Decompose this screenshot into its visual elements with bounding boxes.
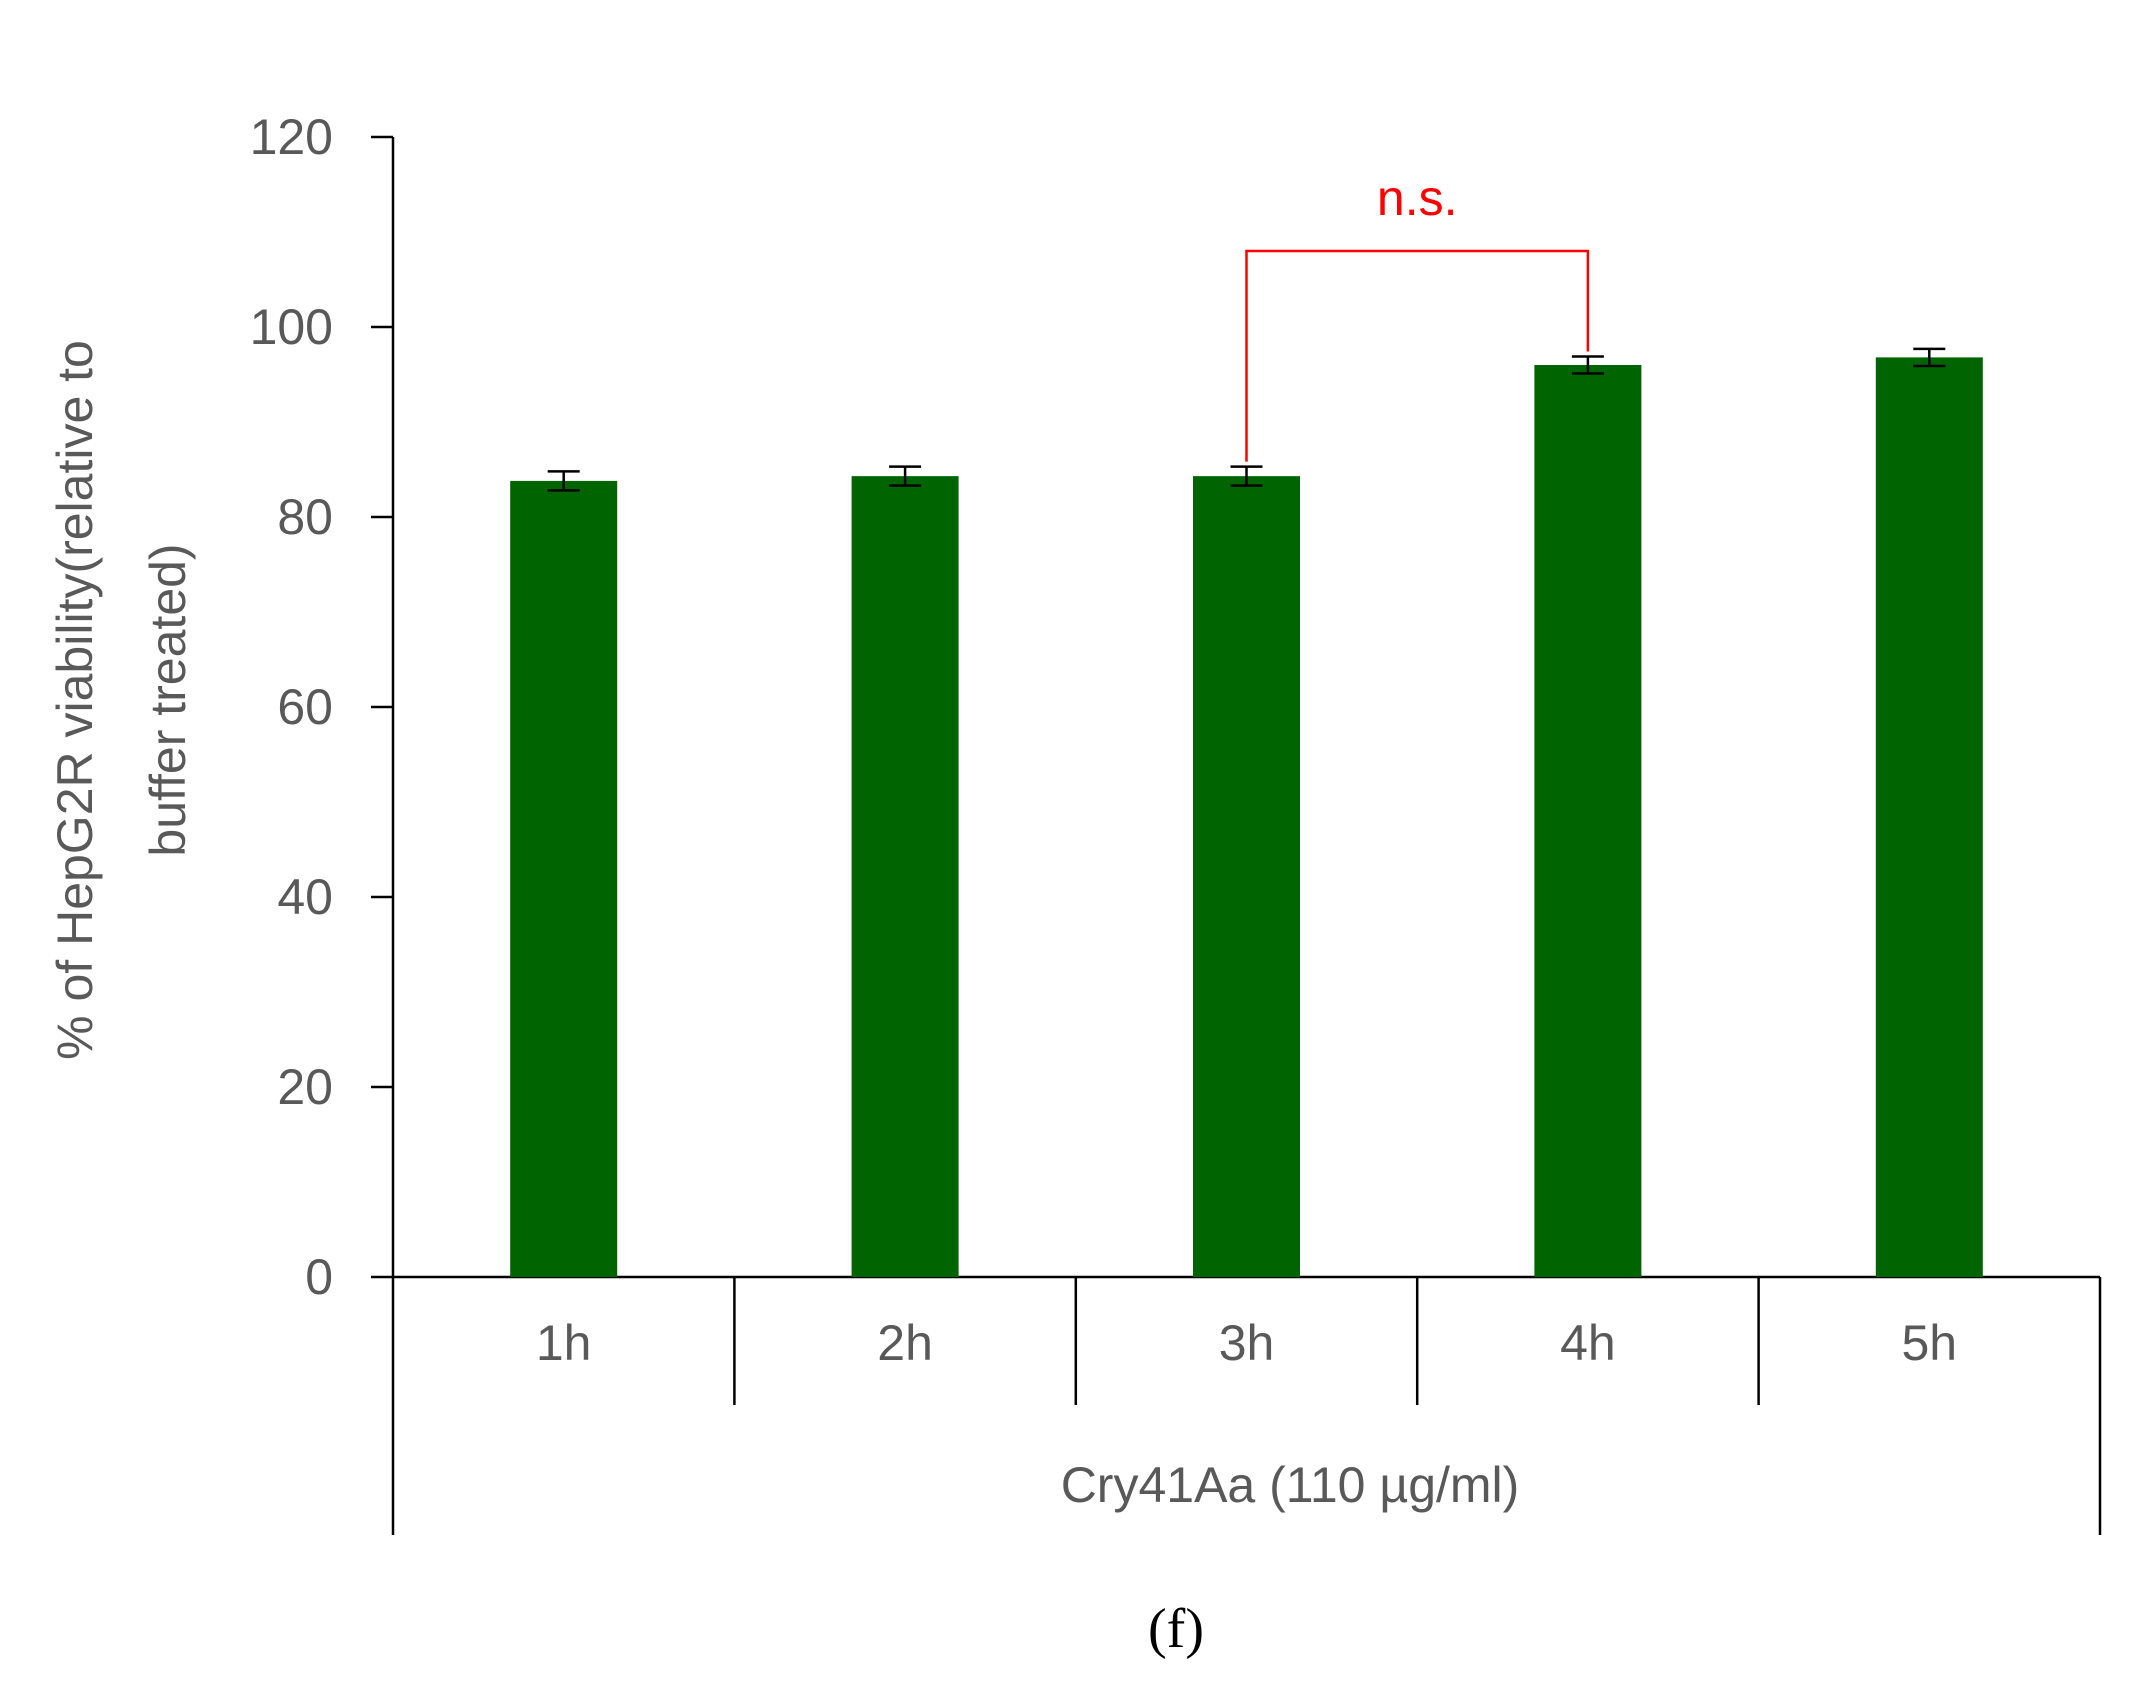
bar-2h bbox=[851, 476, 959, 1277]
y-tick-label: 40 bbox=[277, 869, 333, 925]
x-axis-group-label: Cry41Aa (110 µg/ml) bbox=[1061, 1457, 1520, 1513]
x-category-label: 3h bbox=[1219, 1315, 1275, 1371]
bar-1h bbox=[510, 480, 618, 1277]
significance-annotation: n.s. bbox=[1245, 170, 1590, 462]
significance-label: n.s. bbox=[1377, 170, 1458, 226]
y-tick-label: 120 bbox=[250, 109, 333, 165]
y-axis-title-line-2: buffer treated) bbox=[140, 543, 196, 856]
y-tick-label: 0 bbox=[305, 1249, 333, 1305]
bar-3h bbox=[1193, 476, 1300, 1277]
y-axis-title-line-1: % of HepG2R viability(relative to bbox=[47, 340, 103, 1060]
x-category-label: 2h bbox=[877, 1315, 933, 1371]
significance-bracket bbox=[1245, 249, 1590, 462]
error-bars bbox=[547, 347, 1946, 492]
x-category-label: 5h bbox=[1901, 1315, 1957, 1371]
labels: % of HepG2R viability(relative to buffer… bbox=[47, 340, 1519, 1660]
x-category-label: 1h bbox=[536, 1315, 592, 1371]
y-tick-label: 60 bbox=[277, 679, 333, 735]
y-tick-label: 80 bbox=[277, 489, 333, 545]
bars bbox=[510, 357, 1983, 1277]
x-category-label: 4h bbox=[1560, 1315, 1616, 1371]
bar-5h bbox=[1875, 357, 1983, 1277]
panel-label: (f) bbox=[1148, 1598, 1204, 1660]
axes: 0 20 40 60 80 100 120 1h 2h 3h 4h 5h bbox=[250, 109, 2102, 1535]
y-tick-label: 20 bbox=[277, 1059, 333, 1115]
bar-4h bbox=[1534, 365, 1642, 1277]
y-tick-label: 100 bbox=[250, 299, 333, 355]
